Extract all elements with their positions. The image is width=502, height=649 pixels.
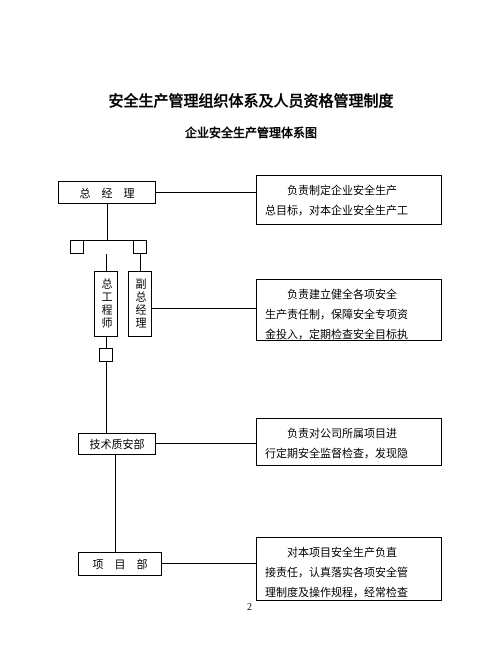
node-label: 技术质安部 — [90, 436, 145, 452]
node-chief-engineer: 总工程师 — [94, 271, 118, 337]
node-label: 总 经 理 — [80, 185, 135, 201]
connector-stub — [99, 348, 113, 362]
desc-line: 负责对公司所属项目进 — [287, 428, 397, 440]
desc-line: 理制度及操作规程，经常检查 — [265, 584, 408, 601]
desc-line: 行定期安全监督检查，发现隐 — [265, 445, 408, 465]
page: 安全生产管理组织体系及人员资格管理制度 企业安全生产管理体系图 总 经 理 负责… — [0, 0, 502, 649]
connector — [156, 192, 256, 193]
node-vice-gm: 副总经理 — [128, 271, 152, 337]
desc-line: 总目标，对本企业安全生产工 — [265, 202, 408, 222]
desc-line: 对本项目安全生产负直 — [287, 547, 397, 559]
desc-general-manager: 负责制定企业安全生产 总目标，对本企业安全生产工 作全面负责 — [256, 175, 442, 225]
desc-tech-qa: 负责对公司所属项目进 行定期安全监督检查，发现隐 — [256, 418, 442, 466]
desc-line: 负责建立健全各项安全 — [287, 289, 397, 301]
document-subtitle: 企业安全生产管理体系图 — [0, 124, 502, 141]
connector — [106, 362, 107, 433]
node-project-dept: 项 目 部 — [78, 552, 162, 576]
desc-line: 作全面负责 — [265, 222, 320, 225]
node-label: 总工程师 — [98, 278, 114, 330]
document-title: 安全生产管理组织体系及人员资格管理制度 — [0, 90, 502, 111]
node-general-manager: 总 经 理 — [58, 181, 156, 204]
connector-stub — [70, 240, 84, 254]
connector — [77, 240, 140, 241]
node-tech-qa: 技术质安部 — [78, 433, 156, 455]
desc-project-dept: 对本项目安全生产负直 接责任，认真落实各项安全管 理制度及操作规程，经常检查 — [256, 537, 442, 601]
desc-line: 金投入，定期检查安全目标执 — [265, 326, 408, 341]
connector-stub — [133, 240, 147, 254]
desc-line: 接责任，认真落实各项安全管 — [265, 564, 408, 584]
connector — [156, 443, 256, 444]
desc-vice-gm: 负责建立健全各项安全 生产责任制，保障安全专项资 金投入，定期检查安全目标执 — [256, 279, 442, 341]
connector — [162, 563, 256, 564]
desc-line: 生产责任制，保障安全专项资 — [265, 306, 408, 326]
node-label: 副总经理 — [132, 278, 148, 330]
connector — [115, 455, 116, 552]
node-label: 项 目 部 — [93, 556, 148, 572]
desc-line: 负责制定企业安全生产 — [287, 185, 397, 197]
connector — [106, 337, 107, 348]
page-number: 2 — [247, 602, 252, 613]
connector — [140, 254, 141, 271]
connector — [106, 254, 107, 271]
connector — [152, 308, 256, 309]
connector — [107, 204, 108, 240]
